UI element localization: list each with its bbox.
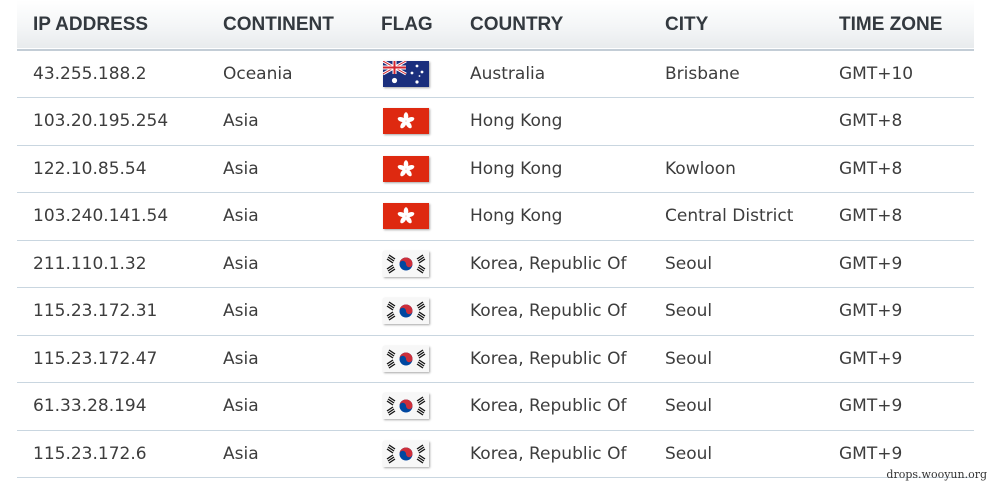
ip-address-cell: 122.10.85.54	[33, 158, 147, 179]
time-zone-cell: GMT+9	[839, 348, 903, 369]
flag-cell	[365, 335, 454, 383]
table-row: 103.240.141.54 Asia	[17, 193, 974, 241]
table-row: 103.20.195.254 Asia	[17, 98, 974, 146]
korea-flag-icon	[383, 440, 429, 467]
flag-cell	[365, 98, 454, 146]
country-cell: Korea, Republic Of	[470, 443, 627, 464]
city-cell: Seoul	[665, 396, 713, 417]
ip-geolocation-table: IP ADDRESS CONTINENT FLAG COUNTRY CITY T…	[17, 0, 974, 478]
continent-cell: Asia	[223, 348, 259, 369]
ip-address-cell: 211.110.1.32	[33, 253, 147, 274]
table-row: 115.23.172.47 Asia	[17, 335, 974, 383]
column-header-city: CITY	[665, 13, 709, 35]
continent-cell: Oceania	[223, 64, 293, 84]
city-cell: Seoul	[665, 443, 713, 464]
table-row: 61.33.28.194 Asia	[17, 383, 974, 431]
city-cell: Brisbane	[665, 64, 740, 84]
ip-address-cell: 103.20.195.254	[33, 111, 169, 132]
table-row: 115.23.172.6 Asia	[17, 430, 974, 478]
city-cell: Seoul	[665, 301, 713, 322]
header-row: IP ADDRESS CONTINENT FLAG COUNTRY CITY T…	[17, 0, 974, 50]
table-row: 122.10.85.54 Asia	[17, 145, 974, 193]
continent-cell: Asia	[223, 443, 259, 464]
flag-cell	[365, 383, 454, 431]
ip-address-cell: 115.23.172.47	[33, 348, 158, 369]
city-cell	[649, 98, 823, 146]
column-header-time-zone: TIME ZONE	[839, 13, 943, 35]
korea-flag-icon	[383, 393, 429, 420]
flag-cell	[365, 145, 454, 193]
ip-address-cell: 43.255.188.2	[33, 64, 147, 84]
korea-flag-icon	[383, 250, 429, 277]
time-zone-cell: GMT+8	[839, 206, 903, 227]
results-table: IP ADDRESS CONTINENT FLAG COUNTRY CITY T…	[17, 0, 974, 478]
hong-kong-flag-icon	[383, 203, 429, 230]
time-zone-cell: GMT+10	[839, 64, 914, 84]
continent-cell: Asia	[223, 253, 259, 274]
hong-kong-flag-icon	[383, 155, 429, 182]
city-cell: Kowloon	[665, 158, 736, 179]
country-cell: Hong Kong	[470, 158, 563, 179]
continent-cell: Asia	[223, 396, 259, 417]
continent-cell: Asia	[223, 301, 259, 322]
ip-address-cell: 61.33.28.194	[33, 396, 147, 417]
country-cell: Korea, Republic Of	[470, 396, 627, 417]
country-cell: Australia	[470, 64, 546, 84]
time-zone-cell: GMT+9	[839, 253, 903, 274]
time-zone-cell: GMT+9	[839, 443, 903, 464]
column-header-ip-address: IP ADDRESS	[33, 13, 149, 35]
column-header-continent: CONTINENT	[223, 13, 334, 35]
time-zone-cell: GMT+9	[839, 301, 903, 322]
city-cell: Seoul	[665, 253, 713, 274]
flag-cell	[365, 288, 454, 336]
time-zone-cell: GMT+8	[839, 158, 903, 179]
continent-cell: Asia	[223, 206, 259, 227]
ip-address-cell: 115.23.172.6	[33, 443, 147, 464]
flag-cell	[365, 240, 454, 288]
hong-kong-flag-icon	[383, 108, 429, 135]
column-header-country: COUNTRY	[470, 13, 564, 35]
city-cell: Seoul	[665, 348, 713, 369]
flag-cell	[365, 430, 454, 478]
table-row: 43.255.188.2 Oceania	[17, 50, 974, 98]
flag-cell	[365, 50, 454, 98]
country-cell: Korea, Republic Of	[470, 253, 627, 274]
site-watermark: drops.wooyun.org	[886, 468, 987, 481]
time-zone-cell: GMT+9	[839, 396, 903, 417]
korea-flag-icon	[383, 345, 429, 372]
korea-flag-icon	[383, 298, 429, 325]
city-cell: Central District	[665, 206, 794, 227]
table-body: 43.255.188.2 Oceania	[17, 50, 974, 478]
table-row: 115.23.172.31 Asia	[17, 288, 974, 336]
country-cell: Hong Kong	[470, 111, 563, 132]
continent-cell: Asia	[223, 111, 259, 132]
column-header-flag: FLAG	[381, 13, 433, 35]
country-cell: Korea, Republic Of	[470, 348, 627, 369]
table-header: IP ADDRESS CONTINENT FLAG COUNTRY CITY T…	[17, 0, 974, 50]
flag-cell	[365, 193, 454, 241]
time-zone-cell: GMT+8	[839, 111, 903, 132]
country-cell: Hong Kong	[470, 206, 563, 227]
ip-address-cell: 115.23.172.31	[33, 301, 158, 322]
table-row: 211.110.1.32 Asia	[17, 240, 974, 288]
ip-address-cell: 103.240.141.54	[33, 206, 169, 227]
australia-flag-icon	[383, 61, 429, 87]
country-cell: Korea, Republic Of	[470, 301, 627, 322]
continent-cell: Asia	[223, 158, 259, 179]
